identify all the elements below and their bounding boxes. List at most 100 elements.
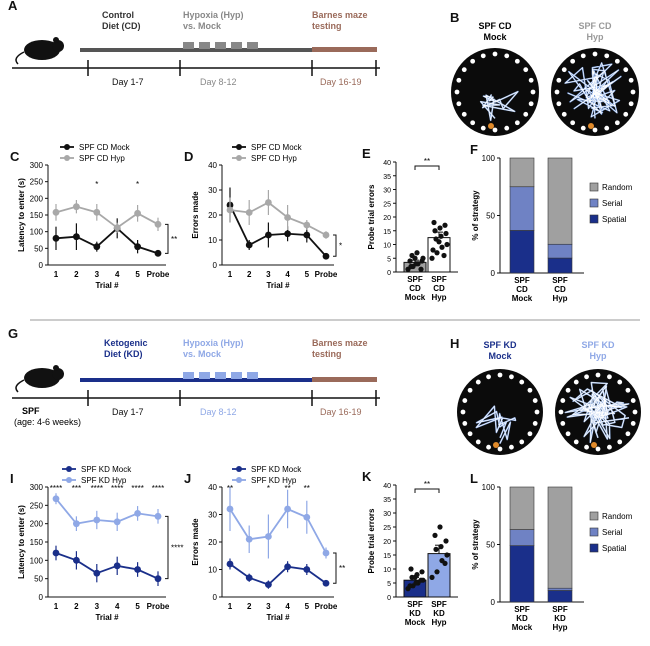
x-tick-label: SPF CD Mock bbox=[512, 276, 533, 303]
arena-hole bbox=[470, 120, 476, 126]
mouse-tail-icon bbox=[15, 51, 25, 65]
arena-hole bbox=[532, 398, 538, 403]
scatter-point bbox=[438, 544, 444, 550]
series-line bbox=[55, 227, 159, 255]
panel-label: B bbox=[450, 10, 459, 25]
target-hole bbox=[591, 442, 597, 448]
y-tick-label: 0 bbox=[213, 261, 218, 270]
y-tick-label: 0 bbox=[213, 593, 218, 602]
data-point bbox=[245, 574, 253, 582]
data-point bbox=[265, 533, 272, 540]
y-tick-label: 50 bbox=[486, 541, 495, 550]
significance-mark: ** bbox=[304, 484, 310, 493]
arena-hole bbox=[523, 67, 529, 73]
arena-hole bbox=[523, 111, 529, 117]
arena-hole bbox=[604, 53, 610, 59]
arena-hole bbox=[462, 421, 468, 426]
x-tick-label: SPF KD Hyp bbox=[431, 600, 447, 627]
arena-hole bbox=[614, 58, 620, 64]
target-hole bbox=[488, 123, 494, 129]
y-axis-title: % of strategy bbox=[471, 190, 480, 241]
scatter-point bbox=[432, 228, 438, 234]
y-tick-label: 100 bbox=[30, 228, 44, 237]
age-label: (age: 4-6 weeks) bbox=[14, 417, 81, 427]
y-tick-label: 50 bbox=[486, 212, 495, 221]
y-tick-label: 25 bbox=[383, 525, 391, 532]
stacked-segment bbox=[509, 230, 535, 274]
y-tick-label: 150 bbox=[30, 211, 44, 220]
x-tick-label: 3 bbox=[95, 270, 100, 279]
scatter-point bbox=[437, 524, 443, 530]
panel-label: C bbox=[10, 149, 20, 164]
chart-E: 0 5 10 15 20 25 30 35 40 Probe trial errors SPF CD M… bbox=[367, 157, 458, 302]
stacked-segment bbox=[509, 486, 535, 530]
hypoxia-session-mark bbox=[183, 42, 194, 49]
scatter-point bbox=[432, 532, 438, 539]
arena-hole bbox=[514, 58, 520, 64]
significance-mark: *** bbox=[72, 484, 81, 493]
panel-label: G bbox=[8, 326, 18, 341]
arena-disc bbox=[451, 48, 539, 136]
series-line bbox=[229, 507, 327, 554]
diet-label: Ketogenic Diet (KD) bbox=[104, 338, 148, 359]
y-tick-label: 10 bbox=[208, 566, 217, 575]
scatter-point bbox=[429, 255, 435, 261]
y-tick-label: 250 bbox=[30, 501, 44, 510]
y-tick-label: 25 bbox=[383, 201, 391, 208]
y-tick-label: 30 bbox=[208, 186, 217, 195]
x-tick-label: 1 bbox=[54, 602, 59, 611]
arena-hole bbox=[528, 77, 534, 83]
arena-hole bbox=[570, 58, 576, 64]
scatter-point bbox=[430, 247, 436, 253]
x-tick-label: 4 bbox=[285, 602, 290, 611]
y-tick-label: 15 bbox=[383, 229, 391, 236]
arena-hole bbox=[480, 53, 486, 59]
data-point bbox=[73, 520, 80, 528]
arena-hole bbox=[519, 379, 525, 385]
y-tick-label: 0 bbox=[39, 261, 44, 270]
y-tick-label: 5 bbox=[387, 256, 391, 263]
stacked-segment bbox=[509, 545, 535, 603]
scatter-point bbox=[408, 263, 414, 270]
significance-mark: ** bbox=[171, 235, 177, 244]
arena-hole bbox=[554, 89, 560, 95]
hypoxia-label: Hypoxia (Hyp) vs. Mock bbox=[183, 338, 244, 359]
data-point bbox=[245, 241, 253, 249]
data-point bbox=[226, 560, 234, 568]
scatter-point bbox=[419, 258, 425, 264]
stacked-segment bbox=[509, 157, 535, 188]
data-point bbox=[322, 549, 330, 557]
x-tick-label: 4 bbox=[285, 270, 290, 279]
arena-hole bbox=[595, 372, 601, 378]
mouse-head-icon bbox=[52, 40, 64, 52]
testing-label: Barnes maze testing bbox=[312, 10, 368, 31]
hypoxia-session-mark bbox=[247, 372, 258, 379]
y-tick-label: 0 bbox=[491, 598, 496, 607]
y-axis-title: % of strategy bbox=[471, 519, 480, 570]
data-point bbox=[284, 505, 291, 513]
y-tick-label: 100 bbox=[30, 556, 44, 565]
y-tick-label: 15 bbox=[383, 553, 391, 560]
arena-title: SPF KD Mock bbox=[483, 340, 517, 361]
arena-hole bbox=[527, 431, 533, 437]
x-tick-label: 2 bbox=[247, 602, 252, 611]
data-point bbox=[284, 214, 291, 221]
significance-mark: **** bbox=[152, 484, 164, 493]
x-axis-title: Trial # bbox=[266, 281, 290, 290]
y-tick-label: 0 bbox=[387, 595, 391, 602]
arena-hole bbox=[497, 372, 503, 378]
significance-mark: * bbox=[136, 180, 139, 189]
arena-hole bbox=[475, 439, 481, 445]
arena bbox=[551, 48, 639, 136]
scatter-point bbox=[407, 583, 413, 589]
y-tick-label: 200 bbox=[30, 520, 44, 529]
scatter-point bbox=[434, 250, 440, 256]
data-point bbox=[52, 208, 60, 216]
data-point bbox=[52, 234, 60, 242]
arena-hole bbox=[623, 67, 629, 73]
x-tick-label: SPF CD Mock bbox=[405, 275, 426, 302]
x-tick-label: Probe bbox=[147, 602, 170, 611]
panel-label: D bbox=[184, 149, 193, 164]
x-tick-label: SPF KD Mock bbox=[405, 600, 426, 627]
stacked-segment bbox=[547, 486, 573, 589]
